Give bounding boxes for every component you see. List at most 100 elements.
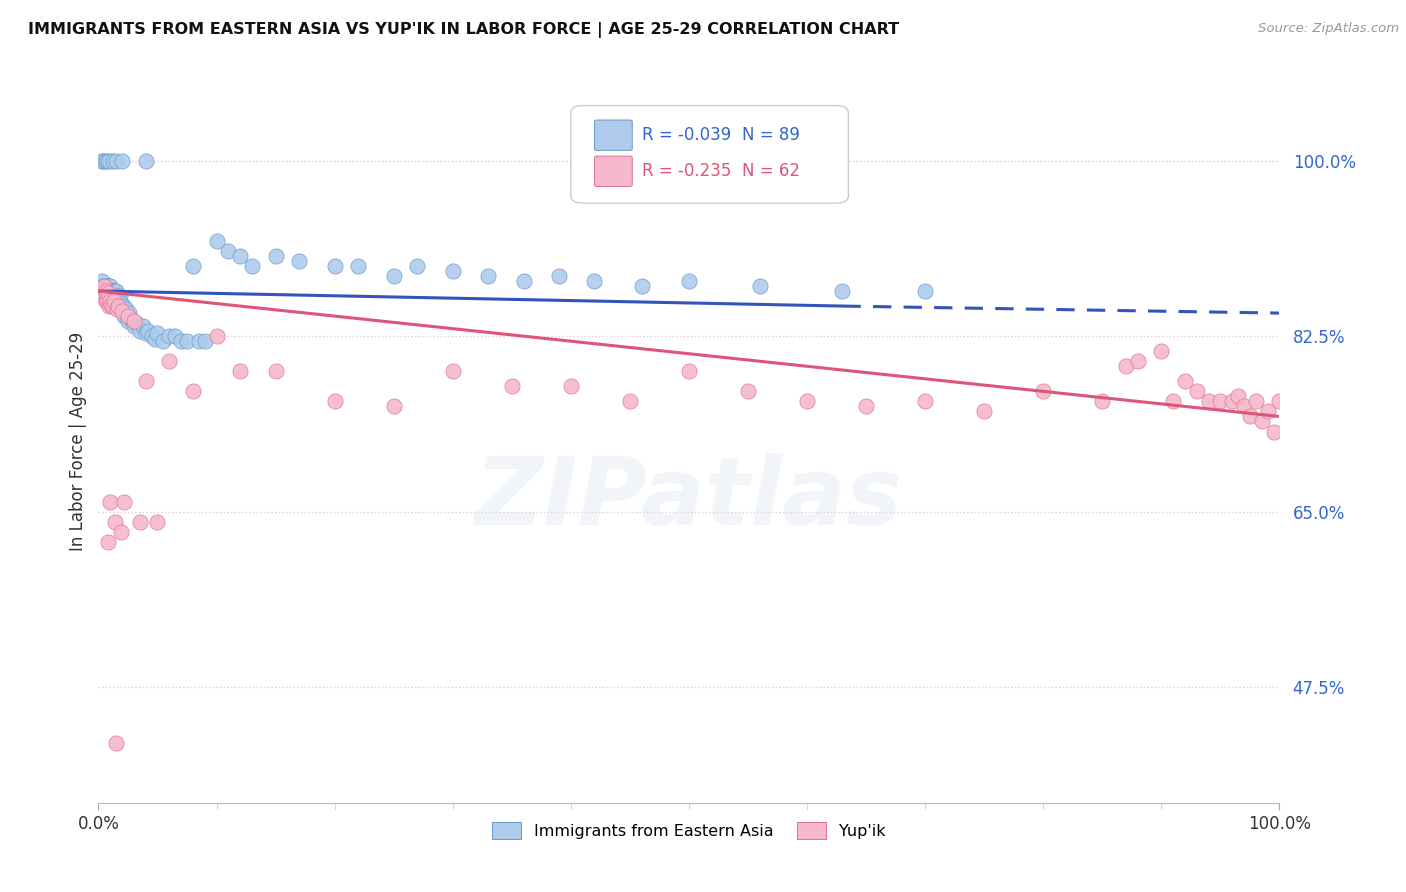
Point xyxy=(1227,389,1250,403)
Point xyxy=(108,299,131,313)
Point xyxy=(973,404,995,418)
Point xyxy=(152,334,174,349)
Y-axis label: In Labor Force | Age 25-29: In Labor Force | Age 25-29 xyxy=(69,332,87,551)
Point xyxy=(128,324,150,338)
Point xyxy=(118,306,141,320)
Point xyxy=(121,312,143,326)
Point xyxy=(914,394,936,409)
Point xyxy=(107,299,129,313)
Point xyxy=(103,294,125,309)
Point xyxy=(831,284,853,298)
Point xyxy=(441,364,464,378)
Point xyxy=(157,329,180,343)
Point xyxy=(110,524,132,539)
Point xyxy=(240,259,263,273)
Point xyxy=(94,153,117,168)
Point xyxy=(117,314,139,328)
Point xyxy=(135,326,157,341)
Point xyxy=(105,736,128,750)
Point xyxy=(111,153,134,168)
Point xyxy=(90,284,112,298)
Point xyxy=(96,294,118,309)
FancyBboxPatch shape xyxy=(595,120,633,151)
Point xyxy=(94,294,117,309)
Point xyxy=(560,379,582,393)
Point xyxy=(146,326,169,341)
Point xyxy=(98,294,121,309)
Point xyxy=(678,364,700,378)
Point xyxy=(855,400,877,414)
Point xyxy=(97,284,120,298)
Point xyxy=(112,299,135,313)
Point xyxy=(122,314,145,328)
Point xyxy=(98,153,121,168)
Point xyxy=(91,153,114,168)
Point xyxy=(117,309,139,323)
Point xyxy=(181,259,204,273)
Point xyxy=(347,259,370,273)
Point xyxy=(91,153,114,168)
Point xyxy=(1239,409,1261,424)
Point xyxy=(103,284,125,298)
Point xyxy=(111,304,134,318)
Point xyxy=(157,354,180,368)
Point xyxy=(105,294,128,309)
Point xyxy=(678,274,700,288)
Point xyxy=(194,334,217,349)
Point xyxy=(501,379,523,393)
Point xyxy=(146,515,169,529)
Point xyxy=(619,394,641,409)
Point xyxy=(114,302,136,317)
Point xyxy=(97,284,120,298)
Point xyxy=(110,296,132,310)
Point xyxy=(96,284,118,298)
Point xyxy=(100,298,122,312)
Point xyxy=(91,284,114,298)
Point xyxy=(98,284,121,298)
Point xyxy=(1198,394,1220,409)
Point xyxy=(97,286,120,301)
Point xyxy=(914,284,936,298)
Point xyxy=(176,334,198,349)
Point xyxy=(91,274,114,288)
Point xyxy=(288,254,311,268)
Point xyxy=(229,364,252,378)
Point xyxy=(122,319,145,334)
Point xyxy=(101,153,124,168)
Point xyxy=(132,319,155,334)
Point xyxy=(91,284,114,298)
Point xyxy=(229,249,252,263)
Point xyxy=(1091,394,1114,409)
Point xyxy=(94,284,117,298)
Text: IMMIGRANTS FROM EASTERN ASIA VS YUP'IK IN LABOR FORCE | AGE 25-29 CORRELATION CH: IMMIGRANTS FROM EASTERN ASIA VS YUP'IK I… xyxy=(28,22,900,38)
Point xyxy=(382,400,405,414)
Point xyxy=(630,279,652,293)
Legend: Immigrants from Eastern Asia, Yup'ik: Immigrants from Eastern Asia, Yup'ik xyxy=(486,815,891,846)
Point xyxy=(108,289,131,303)
Point xyxy=(165,329,187,343)
Point xyxy=(1185,384,1208,399)
Point xyxy=(97,279,120,293)
Text: R = -0.039: R = -0.039 xyxy=(641,126,731,145)
Point xyxy=(1115,359,1137,374)
Point xyxy=(1263,425,1285,439)
Point xyxy=(94,279,117,293)
Point xyxy=(1161,394,1184,409)
Point xyxy=(1150,344,1173,359)
Point xyxy=(135,153,157,168)
Point xyxy=(93,279,115,293)
Point xyxy=(107,294,129,309)
Point xyxy=(93,279,115,293)
Point xyxy=(136,324,159,338)
Point xyxy=(135,375,157,389)
Point xyxy=(1220,394,1243,409)
Point xyxy=(105,153,128,168)
Point xyxy=(105,289,128,303)
Text: R = -0.235: R = -0.235 xyxy=(641,162,731,180)
Point xyxy=(93,284,115,298)
FancyBboxPatch shape xyxy=(571,105,848,203)
Point xyxy=(323,394,346,409)
Point xyxy=(205,329,228,343)
Point xyxy=(100,284,122,298)
Point xyxy=(96,153,118,168)
